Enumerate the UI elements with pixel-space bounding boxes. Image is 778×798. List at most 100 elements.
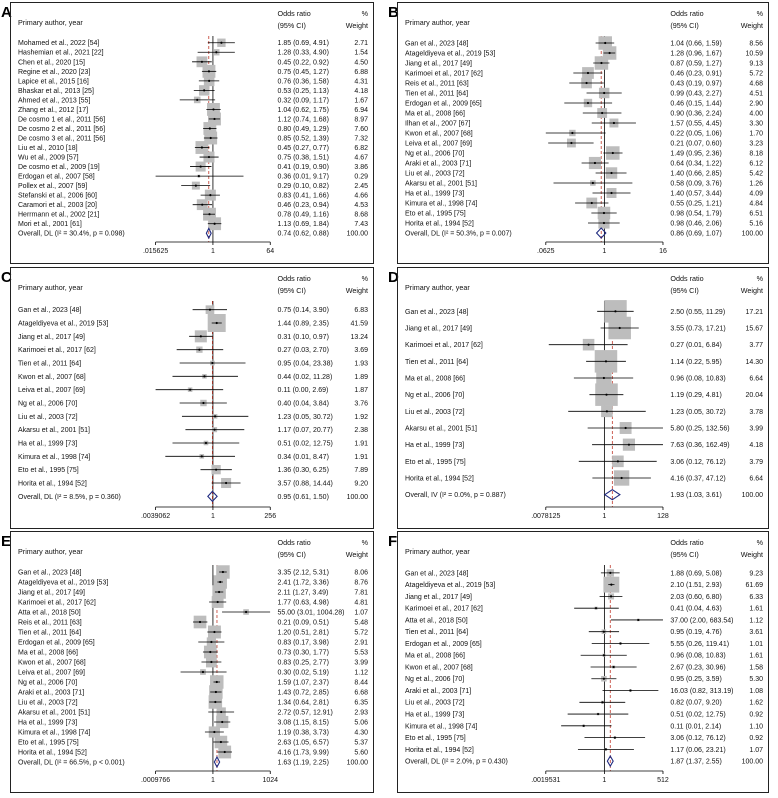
- panel-a-point-estimate: [201, 203, 204, 206]
- panel-f-point-estimate: [602, 654, 606, 657]
- panel-c-point-estimate: [213, 415, 217, 418]
- panel-b-header-or-title: Odds ratio: [670, 9, 703, 18]
- panel-f-study-ci: 1.17 (0.06, 23.21): [670, 747, 725, 754]
- panel-e-study-label: Ha et al., 1999 [73]: [18, 719, 77, 726]
- panel-e-point-estimate: [198, 620, 202, 624]
- panel-f-study-label: Liu et al., 2003 [72]: [405, 700, 465, 707]
- panel-f-study-ci: 16.03 (0.82, 313.19): [670, 688, 733, 695]
- panel-d-study-label: Horita et al., 1994 [52]: [405, 475, 474, 482]
- panel-b-point-estimate: [601, 111, 604, 115]
- panel-e-study-weight: 5.37: [354, 739, 368, 746]
- panel-a-header-author: Primary author, year: [18, 18, 83, 27]
- panel-f-point-estimate: [637, 618, 640, 622]
- panel-c-header-author: Primary author, year: [18, 283, 83, 292]
- panel-f-study-label: Ha et al., 1999 [73]: [405, 712, 464, 719]
- panel-b-point-estimate: [602, 221, 606, 225]
- panel-c-overall-ci: 0.95 (0.61, 1.50): [278, 494, 329, 501]
- panel-c-point-estimate: [224, 481, 228, 485]
- panel-d-study-ci: 4.16 (0.37, 47.12): [670, 475, 725, 482]
- panel-d-overall-label: Overall, IV (I² = 0.0%, p = 0.887): [405, 492, 506, 499]
- panel-c-overall-weight: 100.00: [347, 494, 369, 501]
- panel-b-point-estimate: [591, 181, 594, 185]
- panel-a-study-label: Erdogan et al., 2007 [58]: [18, 174, 95, 181]
- panel-b-study-label: Gan et al., 2023 [48]: [405, 40, 468, 47]
- panel-a-study-weight: 6.94: [354, 107, 368, 114]
- panel-b-overall-label: Overall, DL (I² = 50.3%, p = 0.007): [405, 230, 512, 237]
- panel-a-study-label: Mohamed et al., 2022 [54]: [18, 40, 99, 47]
- panel-f-header-author: Primary author, year: [405, 547, 470, 556]
- panel-b-study-weight: 4.09: [749, 190, 763, 197]
- panel-a-point-estimate: [209, 194, 212, 197]
- panel-b-point-estimate: [610, 171, 613, 175]
- panel-f-point-estimate: [602, 677, 606, 680]
- panel-f-study-weight: 9.23: [749, 570, 763, 577]
- panel-c-study-label: Akarsu et al., 2001 [51]: [18, 427, 90, 434]
- panel-f-point-estimate: [594, 607, 598, 610]
- panel-e-study-ci: 1.34 (0.64, 2.81): [278, 699, 329, 706]
- panel-b-study-label: Ma et al., 2008 [66]: [405, 110, 465, 117]
- panel-c-study-ci: 0.95 (0.04, 23.38): [278, 360, 333, 367]
- panel-e-study-label: Kwon et al., 2007 [68]: [18, 659, 86, 666]
- panel-d-study-ci: 1.19 (0.29, 4.81): [670, 392, 721, 399]
- panel-a-study-weight: 1.54: [354, 50, 368, 57]
- panel-e-point-estimate: [210, 660, 213, 664]
- panel-a-study-ci: 0.80 (0.49, 1.29): [278, 126, 329, 133]
- panel-b-study-label: Karimoei et al., 2017 [62]: [405, 70, 483, 77]
- panel-e-point-estimate: [221, 720, 224, 724]
- panel-c-study-weight: 41.59: [350, 320, 368, 327]
- panel-e-overall-label: Overall, DL (I² = 66.5%, p < 0.001): [18, 759, 125, 766]
- panel-e-point-estimate: [220, 710, 223, 714]
- panel-c-study-ci: 0.75 (0.14, 3.90): [278, 307, 329, 314]
- panel-e-letter: E: [1, 533, 11, 550]
- panel-d-study-weight: 14.30: [745, 359, 763, 366]
- panel-d-header-or-title: Odds ratio: [670, 274, 703, 283]
- panel-b-overall-weight: 100.00: [742, 230, 764, 237]
- panel-e-header-weight-pct: %: [362, 538, 369, 547]
- panel-e-point-estimate: [210, 640, 213, 644]
- panel-d-point-estimate: [605, 393, 608, 396]
- panel-e-study-weight: 1.07: [354, 609, 368, 616]
- panel-c-point-estimate: [213, 428, 216, 431]
- panel-a-point-estimate: [194, 184, 197, 187]
- panel-d-study-ci: 7.63 (0.36, 162.49): [670, 442, 729, 449]
- panel-e-study-label: Atageldiyeva et al., 2019 [53]: [18, 579, 108, 586]
- panel-e-point-estimate: [218, 590, 221, 594]
- panel-b-study-ci: 1.57 (0.55, 4.45): [670, 120, 721, 127]
- panel-b-study-ci: 0.64 (0.34, 1.22): [670, 160, 721, 167]
- panel-d-x-tick-label: 1: [602, 513, 606, 520]
- panel-d-point-estimate: [604, 360, 608, 363]
- panel-a-study-ci: 0.85 (0.52, 1.39): [278, 135, 329, 142]
- panel-c-study-ci: 1.44 (0.89, 2.35): [278, 320, 329, 327]
- panel-d-study-label: Tien et al., 2011 [64]: [405, 359, 468, 366]
- panel-e-overall-weight: 100.00: [347, 759, 369, 766]
- panel-e-study-weight: 5.53: [354, 649, 368, 656]
- panel-b-study-weight: 1.70: [749, 130, 763, 137]
- panel-c-x-tick-label: .0039062: [141, 513, 170, 520]
- panel-b-study-ci: 0.99 (0.43, 2.27): [670, 90, 721, 97]
- panel-b-point-estimate: [586, 101, 590, 105]
- panel-a-study-ci: 0.75 (0.38, 1.51): [278, 154, 329, 161]
- panel-f-header-or-title: Odds ratio: [670, 538, 703, 547]
- panel-d-study-label: Eto et al., 1995 [75]: [405, 459, 466, 466]
- panel-c-point-estimate: [202, 401, 205, 405]
- panel-a-overall-weight: 100.00: [347, 231, 369, 238]
- panel-d-study-ci: 5.80 (0.25, 132.56): [670, 425, 729, 432]
- panel-a-point-estimate: [212, 108, 215, 111]
- panel-a-study-ci: 0.53 (0.25, 1.13): [278, 88, 329, 95]
- panel-f-point-estimate: [602, 630, 606, 633]
- panel-d-point-estimate: [587, 343, 590, 346]
- panel-c-study-weight: 7.89: [354, 467, 368, 474]
- panel-e-header-or-ci: (95% CI): [278, 550, 306, 559]
- panel-a-point-estimate: [196, 98, 199, 102]
- panel-a-overall-diamond: [205, 227, 212, 240]
- panel-d-study-weight: 20.04: [745, 392, 763, 399]
- panel-f-overall-weight: 100.00: [742, 759, 764, 766]
- panel-a-study-ci: 0.46 (0.23, 0.94): [278, 202, 329, 209]
- panel-e-study-ci: 2.63 (1.05, 6.57): [278, 739, 329, 746]
- panel-e-study-weight: 6.35: [354, 699, 368, 706]
- panel-e-study-label: Tien et al., 2011 [64]: [18, 629, 81, 636]
- panel-e-study-label: Eto et al., 1995 [75]: [18, 739, 79, 746]
- panel-d-letter: D: [388, 269, 399, 286]
- panel-b-study-ci: 1.49 (0.95, 2.36): [670, 150, 721, 157]
- panel-c-study-label: Liu et al., 2003 [72]: [18, 414, 78, 421]
